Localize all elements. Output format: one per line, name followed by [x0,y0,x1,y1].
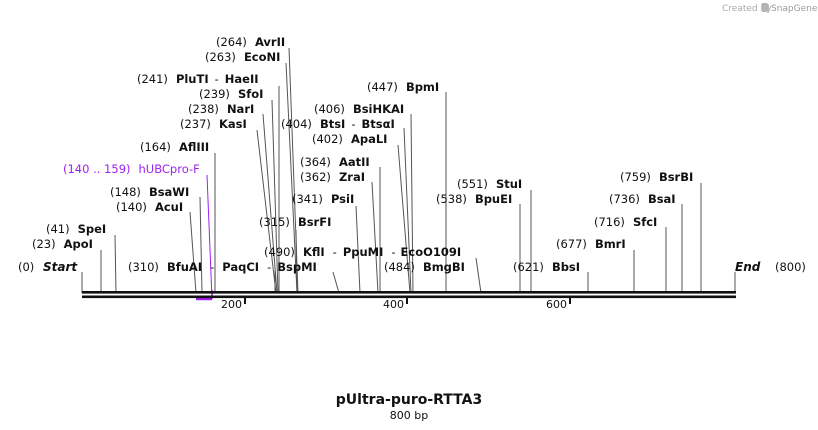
site-connectors [81,47,736,294]
site-zrai[interactable]: (362) ZraI [300,170,365,184]
site-bsai[interactable]: (736) BsaI [609,192,676,206]
site-kfli-ppumi-ecoo109i[interactable]: (490) KflI - PpuMI - EcoO109I [264,245,461,259]
site-bfuai-paqci-bspmi[interactable]: (310) BfuAI - PaqCI - BspMI [128,260,317,274]
site-acui[interactable]: (140) AcuI [116,200,183,214]
site-sfci[interactable]: (716) SfcI [594,215,657,229]
site-nari[interactable]: (238) NarI [188,102,254,116]
site-afliii[interactable]: (164) AflIII [140,140,209,154]
plasmid-title: pUltra-puro-RTTA3 [336,392,482,408]
created-by-text: Created by [722,4,772,14]
tick-600-mark [569,298,571,304]
snapgene-logo-icon [762,3,769,12]
tick-400-label: 400 [383,298,404,311]
site-econi[interactable]: (263) EcoNI [205,50,280,64]
end-marker: End (800) [735,260,806,274]
site-kasi[interactable]: (237) KasI [180,117,247,131]
start-pos: (0) [18,260,34,274]
plasmid-size: 800 bp [390,409,428,422]
site-btsi-btsai[interactable]: (404) BtsI - BtsαI [281,117,395,131]
site-apoi[interactable]: (23) ApoI [32,237,93,251]
site-bsrbi[interactable]: (759) BsrBI [620,170,693,184]
start-marker: (0) Start [18,260,78,274]
site-bpmi[interactable]: (447) BpmI [367,80,439,94]
tick-400-mark [406,298,408,304]
site-bpuei[interactable]: (538) BpuEI [436,192,512,206]
site-bmgbi[interactable]: (484) BmgBI [384,260,465,274]
site-apali[interactable]: (402) ApaLI [312,132,387,146]
site-aatii[interactable]: (364) AatII [300,155,370,169]
site-bmri[interactable]: (677) BmrI [556,237,626,251]
brand-text: SnapGene [771,4,818,14]
site-sfoi[interactable]: (239) SfoI [199,87,263,101]
site-spei[interactable]: (41) SpeI [46,222,106,236]
site-avrii[interactable]: (264) AvrII [216,35,285,49]
site-psii[interactable]: (341) PsiI [292,192,354,206]
plasmid-backbone [82,291,736,299]
ruler: 200 400 600 [221,298,571,311]
tick-200-mark [244,298,246,304]
primer-hubcpro-f-label[interactable]: (140 .. 159) hUBCpro-F [63,162,200,176]
site-bsihkai[interactable]: (406) BsiHKAI [314,102,404,116]
end-pos: (800) [775,260,806,274]
tick-600-label: 600 [546,298,567,311]
primer-hubcpro-f-arrow[interactable] [196,174,213,301]
end-label: End [735,260,761,274]
tick-200-label: 200 [221,298,242,311]
site-bsawi[interactable]: (148) BsaWI [110,185,189,199]
site-bsrfi[interactable]: (315) BsrFI [259,215,331,229]
site-pluti-haeii[interactable]: (241) PluTI - HaeII [137,72,259,86]
site-stui[interactable]: (551) StuI [457,177,522,191]
start-label: Start [43,260,78,274]
site-bbsi[interactable]: (621) BbsI [513,260,580,274]
